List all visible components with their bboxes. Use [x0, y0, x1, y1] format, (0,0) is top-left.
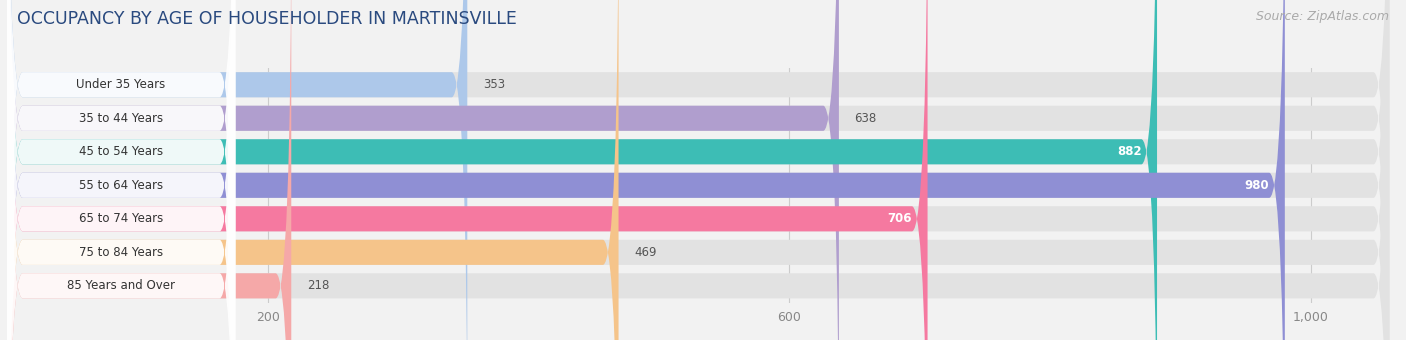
FancyBboxPatch shape — [7, 0, 1389, 340]
FancyBboxPatch shape — [7, 0, 291, 340]
Text: 882: 882 — [1116, 145, 1142, 158]
FancyBboxPatch shape — [7, 0, 1389, 340]
Text: 65 to 74 Years: 65 to 74 Years — [79, 212, 163, 225]
FancyBboxPatch shape — [7, 0, 928, 340]
FancyBboxPatch shape — [7, 0, 1389, 340]
FancyBboxPatch shape — [7, 0, 1389, 340]
FancyBboxPatch shape — [7, 0, 235, 340]
FancyBboxPatch shape — [7, 0, 839, 340]
FancyBboxPatch shape — [7, 0, 1285, 340]
Text: 45 to 54 Years: 45 to 54 Years — [79, 145, 163, 158]
Text: 469: 469 — [634, 246, 657, 259]
FancyBboxPatch shape — [7, 0, 467, 340]
Text: 638: 638 — [855, 112, 877, 125]
FancyBboxPatch shape — [7, 0, 1389, 340]
FancyBboxPatch shape — [7, 0, 1157, 340]
Text: 353: 353 — [482, 78, 505, 91]
Text: 55 to 64 Years: 55 to 64 Years — [79, 179, 163, 192]
FancyBboxPatch shape — [7, 0, 235, 340]
FancyBboxPatch shape — [7, 0, 235, 340]
FancyBboxPatch shape — [7, 0, 235, 340]
Text: 980: 980 — [1244, 179, 1270, 192]
Text: OCCUPANCY BY AGE OF HOUSEHOLDER IN MARTINSVILLE: OCCUPANCY BY AGE OF HOUSEHOLDER IN MARTI… — [17, 10, 517, 28]
FancyBboxPatch shape — [7, 0, 619, 340]
Text: Source: ZipAtlas.com: Source: ZipAtlas.com — [1256, 10, 1389, 23]
FancyBboxPatch shape — [7, 0, 1389, 340]
Text: 75 to 84 Years: 75 to 84 Years — [79, 246, 163, 259]
Text: Under 35 Years: Under 35 Years — [76, 78, 166, 91]
FancyBboxPatch shape — [7, 0, 235, 340]
FancyBboxPatch shape — [7, 0, 235, 340]
Text: 218: 218 — [307, 279, 329, 292]
Text: 85 Years and Over: 85 Years and Over — [67, 279, 176, 292]
FancyBboxPatch shape — [7, 0, 235, 340]
Text: 706: 706 — [887, 212, 912, 225]
FancyBboxPatch shape — [7, 0, 1389, 340]
Text: 35 to 44 Years: 35 to 44 Years — [79, 112, 163, 125]
